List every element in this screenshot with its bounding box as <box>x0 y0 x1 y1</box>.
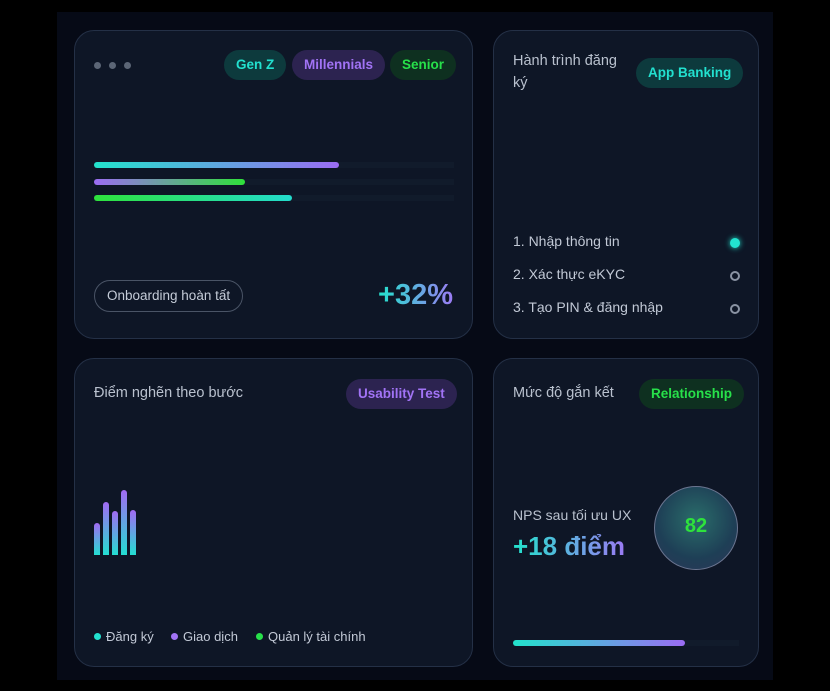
progress-bar-millennials <box>94 179 245 185</box>
legend-label: Đăng ký <box>106 629 154 644</box>
journey-card: Hành trình đăng ký App Banking 1. Nhập t… <box>493 30 759 339</box>
engagement-title: Mức độ gắn kết <box>513 385 614 401</box>
bottleneck-bar <box>103 502 109 555</box>
bottleneck-bar <box>94 523 100 555</box>
legend-dot <box>256 633 263 640</box>
nps-delta: +18 điểm <box>513 531 626 561</box>
engagement-progress-bar <box>513 640 685 646</box>
score-gauge: 82 <box>654 486 738 570</box>
tag-gen-z[interactable]: Gen Z <box>224 50 287 80</box>
tag-senior[interactable]: Senior <box>390 50 457 80</box>
progress-bar-senior <box>94 195 292 201</box>
dashboard: Gen Z Millennials Senior Onboarding hoàn… <box>57 12 773 680</box>
legend-quan-ly: Quản lý tài chính <box>256 629 366 644</box>
more-icon-dot <box>109 62 116 69</box>
engagement-card: Mức độ gắn kết Relationship NPS sau tối … <box>493 358 759 667</box>
bottleneck-chart <box>94 489 154 555</box>
bottleneck-title: Điểm nghẽn theo bước <box>94 385 243 401</box>
segment-card: Gen Z Millennials Senior Onboarding hoàn… <box>74 30 473 339</box>
nps-label: NPS sau tối ưu UX <box>513 507 632 523</box>
bottleneck-bar <box>121 490 127 555</box>
journey-step-2[interactable]: 2. Xác thực eKYC <box>513 266 626 282</box>
tag-app-banking[interactable]: App Banking <box>636 58 744 88</box>
more-icon-dot <box>124 62 131 69</box>
bottleneck-card: Điểm nghẽn theo bước Usability Test Đăng… <box>74 358 473 667</box>
journey-title: Hành trình đăng ký <box>513 53 617 91</box>
onboarding-status-pill[interactable]: Onboarding hoàn tất <box>94 280 244 312</box>
more-icon[interactable] <box>94 62 101 69</box>
step-pending-icon <box>730 271 740 281</box>
legend-giao-dich: Giao dịch <box>171 629 238 644</box>
legend-label: Quản lý tài chính <box>268 629 366 644</box>
legend-label: Giao dịch <box>183 629 238 644</box>
bottleneck-bar <box>130 510 136 555</box>
progress-bar-gen-z <box>94 162 339 168</box>
step-active-icon <box>730 238 740 248</box>
onboarding-delta: +32% <box>378 279 453 311</box>
score-value: 82 <box>684 515 708 537</box>
journey-step-1[interactable]: 1. Nhập thông tin <box>513 233 620 249</box>
tag-millennials[interactable]: Millennials <box>292 50 386 80</box>
legend-dot <box>94 633 101 640</box>
journey-step-3[interactable]: 3. Tạo PIN & đăng nhập <box>513 299 663 315</box>
bottleneck-bar <box>112 511 118 555</box>
tag-usability-test[interactable]: Usability Test <box>346 379 457 409</box>
tag-relationship[interactable]: Relationship <box>639 379 745 409</box>
progress-track <box>94 179 454 185</box>
step-pending-icon <box>730 304 740 314</box>
legend-dang-ky: Đăng ký <box>94 629 154 644</box>
legend-dot <box>171 633 178 640</box>
